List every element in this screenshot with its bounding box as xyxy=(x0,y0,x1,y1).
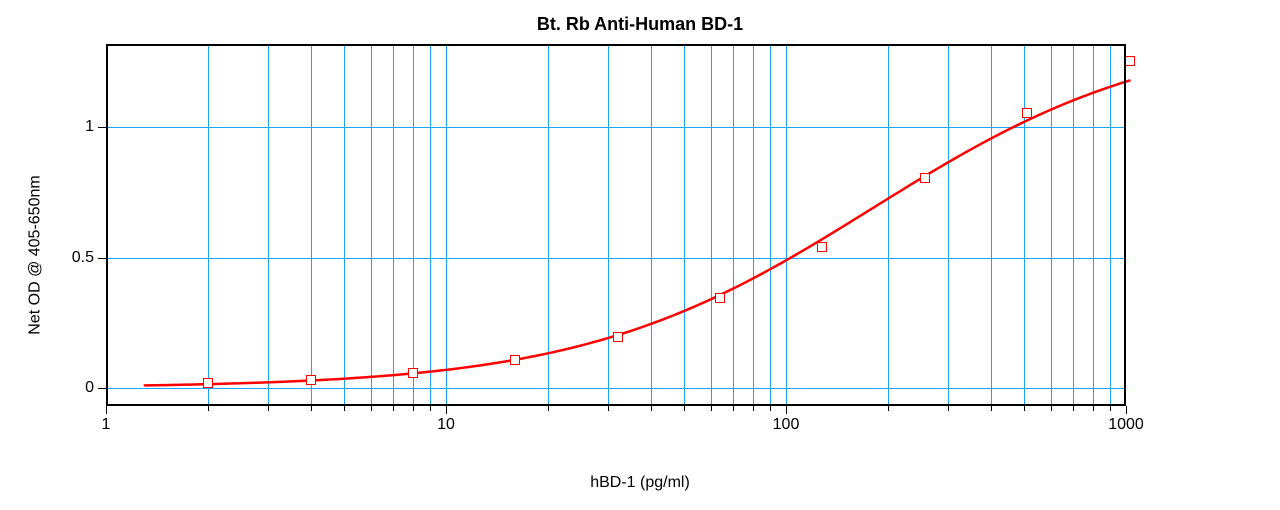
grid-vertical xyxy=(1024,44,1025,406)
x-minor-tick xyxy=(651,406,652,411)
chart-container: Bt. Rb Anti-Human BD-1 Net OD @ 405-650n… xyxy=(0,0,1280,510)
plot-area: 110100100000.51 xyxy=(106,44,1126,406)
x-minor-tick xyxy=(344,406,345,411)
grid-horizontal xyxy=(106,127,1126,128)
y-axis-label-wrap: Net OD @ 405-650nm xyxy=(26,0,46,510)
x-minor-tick xyxy=(770,406,771,411)
grid-vertical xyxy=(371,44,372,406)
x-minor-tick xyxy=(711,406,712,411)
grid-vertical xyxy=(430,44,431,406)
grid-vertical xyxy=(1093,44,1094,406)
grid-vertical xyxy=(1110,44,1111,406)
grid-vertical xyxy=(651,44,652,406)
x-tick-label: 100 xyxy=(773,416,800,434)
grid-vertical xyxy=(344,44,345,406)
grid-horizontal xyxy=(106,388,1126,389)
data-marker xyxy=(613,332,623,342)
data-marker xyxy=(203,378,213,388)
y-tick-label: 0 xyxy=(85,379,106,397)
y-tick-label: 1 xyxy=(85,118,106,136)
data-marker xyxy=(306,375,316,385)
grid-vertical xyxy=(1051,44,1052,406)
x-tick xyxy=(1126,406,1127,414)
x-minor-tick xyxy=(888,406,889,411)
x-minor-tick xyxy=(208,406,209,411)
grid-vertical xyxy=(991,44,992,406)
x-minor-tick xyxy=(608,406,609,411)
data-marker xyxy=(715,293,725,303)
x-minor-tick xyxy=(393,406,394,411)
chart-title: Bt. Rb Anti-Human BD-1 xyxy=(0,14,1280,35)
grid-vertical xyxy=(446,44,447,406)
data-marker xyxy=(817,242,827,252)
grid-vertical xyxy=(948,44,949,406)
x-minor-tick xyxy=(1073,406,1074,411)
grid-vertical xyxy=(208,44,209,406)
x-minor-tick xyxy=(1051,406,1052,411)
x-tick xyxy=(786,406,787,414)
grid-vertical xyxy=(548,44,549,406)
data-marker xyxy=(920,173,930,183)
x-tick-label: 10 xyxy=(437,416,455,434)
grid-vertical xyxy=(684,44,685,406)
grid-horizontal xyxy=(106,258,1126,259)
grid-vertical xyxy=(753,44,754,406)
x-minor-tick xyxy=(413,406,414,411)
grid-vertical xyxy=(268,44,269,406)
x-minor-tick xyxy=(311,406,312,411)
x-minor-tick xyxy=(948,406,949,411)
series-curve-svg xyxy=(106,44,1126,406)
grid-vertical xyxy=(608,44,609,406)
grid-vertical xyxy=(393,44,394,406)
x-minor-tick xyxy=(733,406,734,411)
x-tick xyxy=(106,406,107,414)
x-minor-tick xyxy=(430,406,431,411)
grid-vertical xyxy=(413,44,414,406)
data-marker xyxy=(1022,108,1032,118)
data-marker xyxy=(510,355,520,365)
series-curve xyxy=(145,81,1130,386)
y-tick-label: 0.5 xyxy=(72,249,106,267)
grid-vertical xyxy=(786,44,787,406)
x-tick-label: 1 xyxy=(102,416,111,434)
x-axis-label: hBD-1 (pg/ml) xyxy=(0,474,1280,492)
data-marker xyxy=(408,368,418,378)
x-minor-tick xyxy=(371,406,372,411)
grid-vertical xyxy=(733,44,734,406)
x-minor-tick xyxy=(753,406,754,411)
x-minor-tick xyxy=(1024,406,1025,411)
grid-vertical xyxy=(711,44,712,406)
plot-border xyxy=(106,44,1126,406)
x-minor-tick xyxy=(991,406,992,411)
x-minor-tick xyxy=(268,406,269,411)
x-minor-tick xyxy=(1110,406,1111,411)
x-minor-tick xyxy=(1093,406,1094,411)
x-tick xyxy=(446,406,447,414)
grid-vertical xyxy=(770,44,771,406)
x-minor-tick xyxy=(684,406,685,411)
grid-vertical xyxy=(888,44,889,406)
grid-vertical xyxy=(311,44,312,406)
grid-vertical xyxy=(1073,44,1074,406)
x-minor-tick xyxy=(548,406,549,411)
y-axis-label: Net OD @ 405-650nm xyxy=(27,175,45,334)
x-tick-label: 1000 xyxy=(1108,416,1144,434)
data-marker xyxy=(1125,56,1135,66)
